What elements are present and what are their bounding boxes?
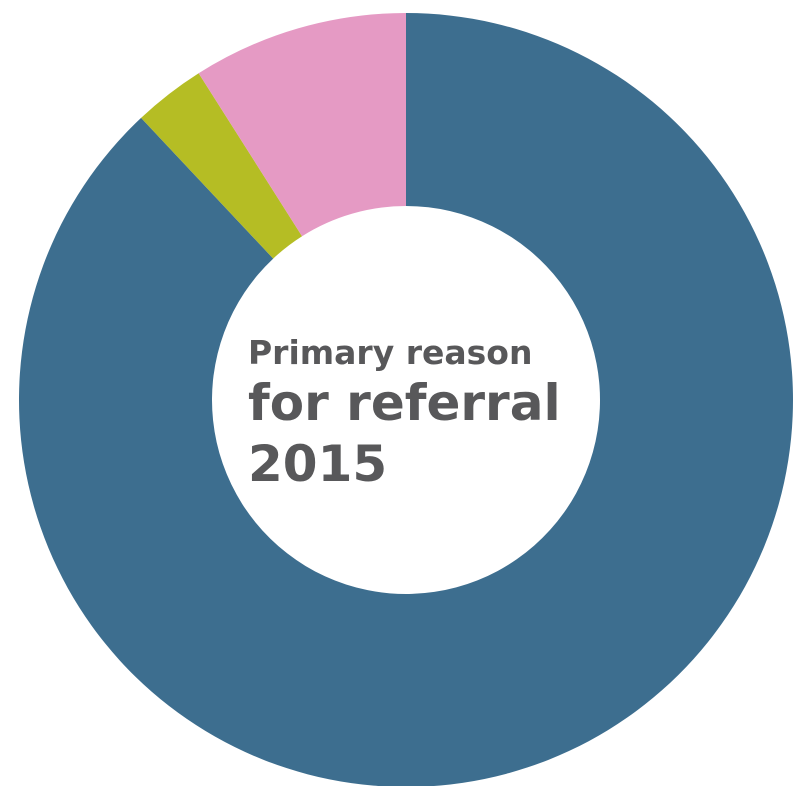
donut-slice — [141, 73, 303, 259]
slices — [19, 13, 793, 786]
chart-title-line: for referral — [248, 374, 561, 432]
chart-title-line: 2015 — [248, 435, 387, 493]
donut-slice — [198, 13, 406, 237]
chart-title-line: Primary reason — [248, 333, 532, 372]
donut-slice — [19, 13, 793, 786]
